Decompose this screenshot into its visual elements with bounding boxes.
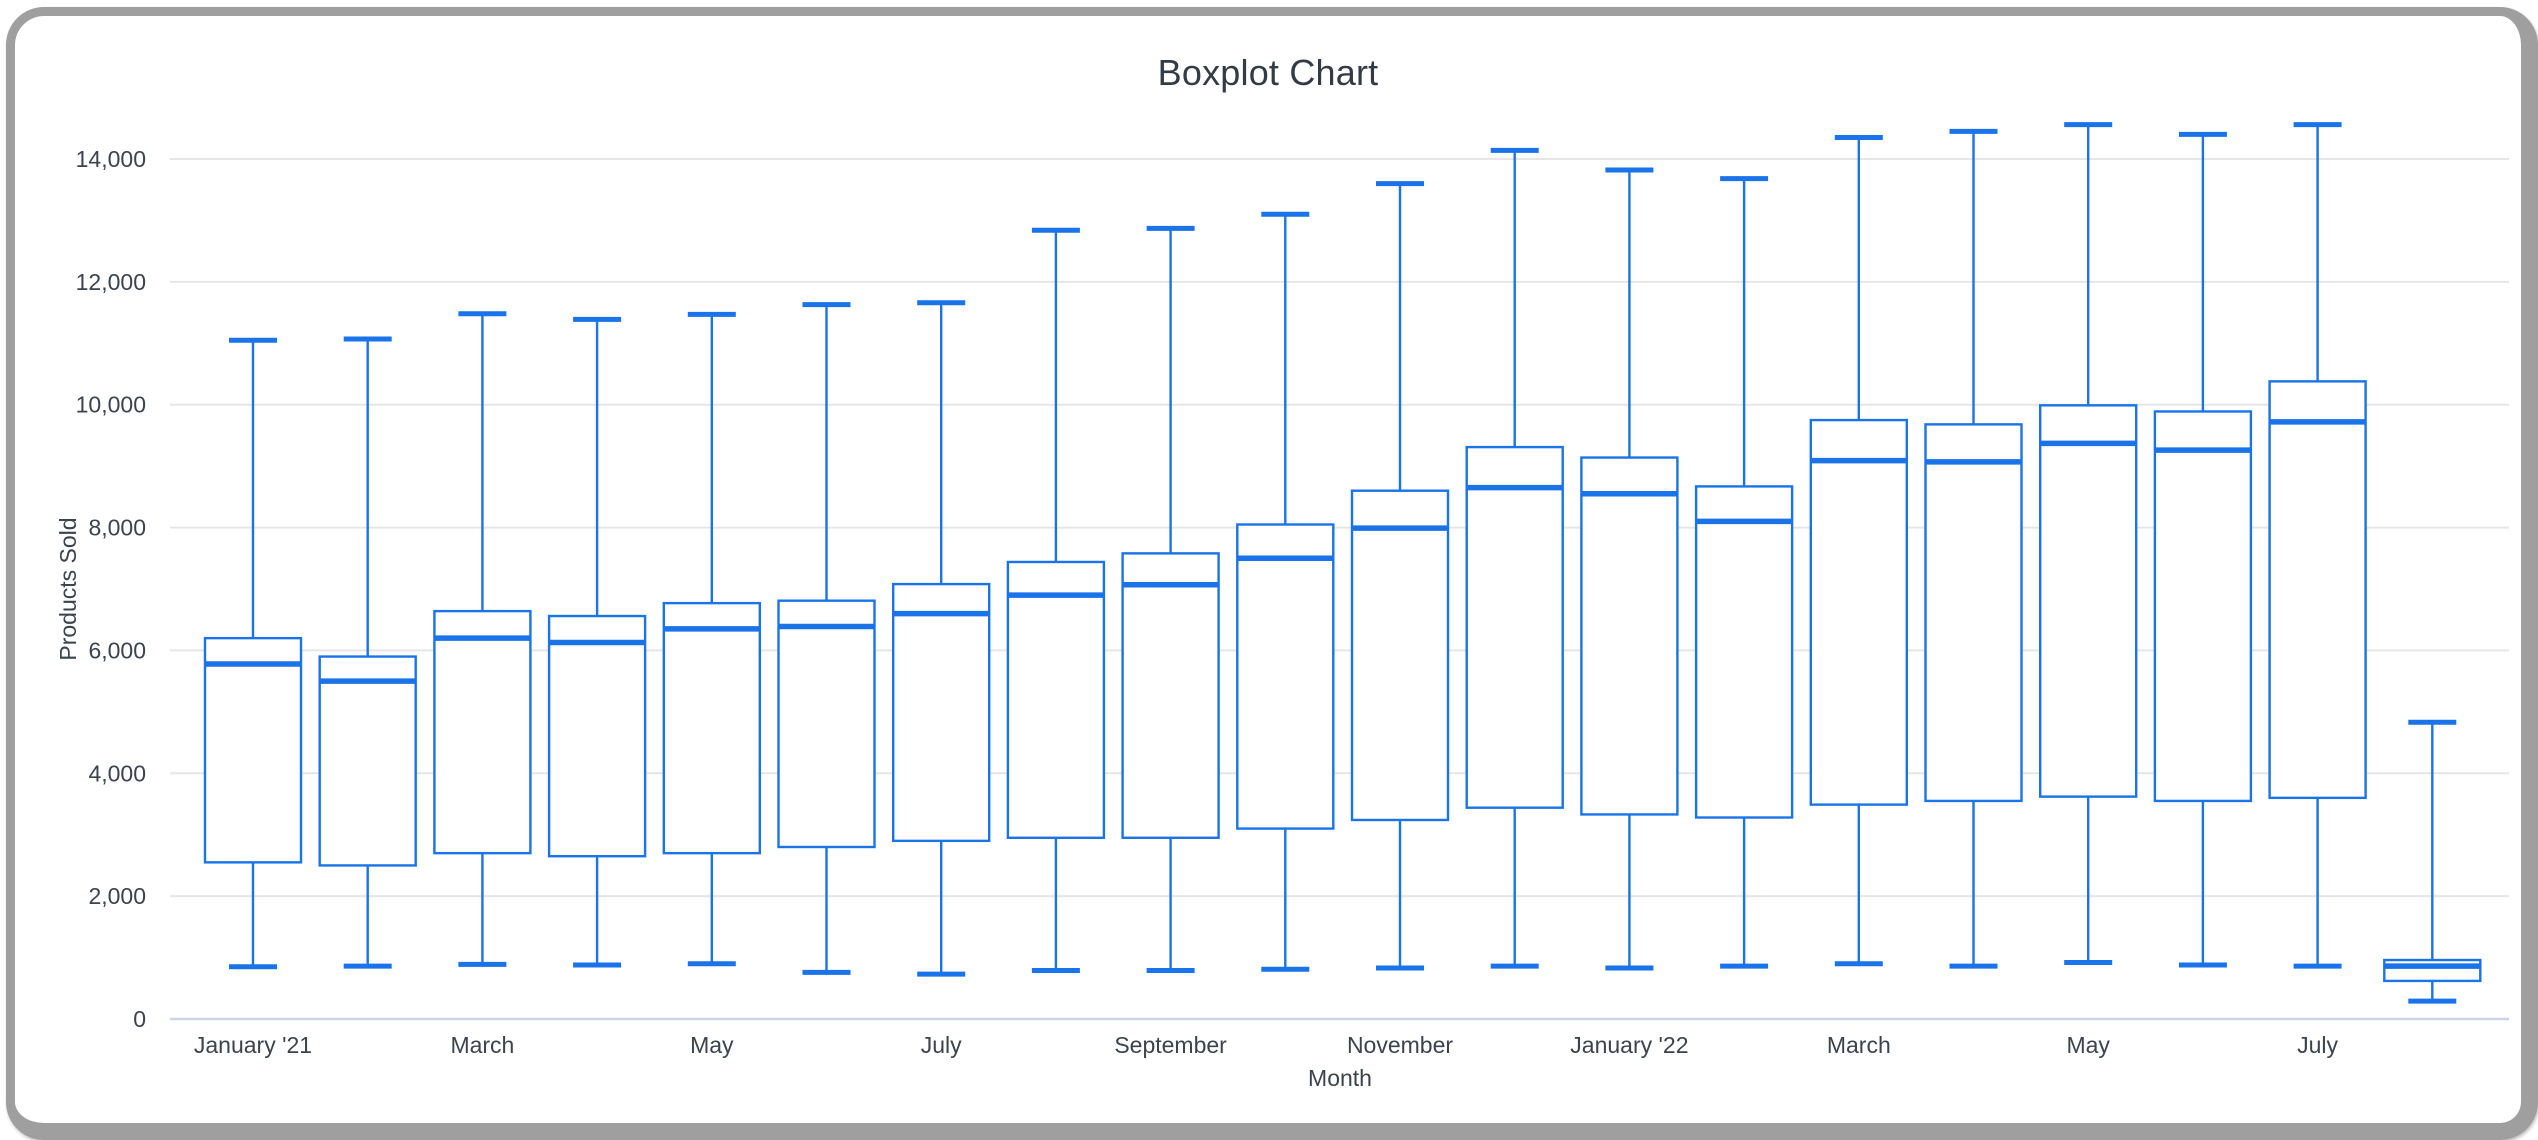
boxplot-4-april-21[interactable] <box>547 316 647 968</box>
y-tick-label-14-000: 14,000 <box>76 146 146 172</box>
iqr-box <box>2153 410 2253 803</box>
y-tick-label-8-000: 8,000 <box>88 515 146 541</box>
boxplot-10-october-21[interactable] <box>1236 211 1335 972</box>
y-tick-label-2-000: 2,000 <box>88 883 146 909</box>
y-axis-title: Products Sold <box>55 517 81 660</box>
boxplot-8-august-21[interactable] <box>1006 227 1106 973</box>
iqr-box <box>203 636 303 864</box>
iqr-box <box>1924 423 2023 803</box>
iqr-box <box>1694 485 1794 819</box>
boxplot-3-march-21[interactable] <box>433 311 532 967</box>
boxplot-13-january-22[interactable] <box>1580 167 1679 971</box>
boxplot-16-april-22[interactable] <box>1924 128 2023 969</box>
iqr-box <box>318 655 417 867</box>
iqr-box <box>1121 552 1220 839</box>
boxplot-14-february-22[interactable] <box>1694 176 1794 969</box>
boxplot-20-august-22[interactable] <box>2383 719 2482 1004</box>
boxplot-12-december-21[interactable] <box>1465 147 1564 969</box>
boxplot-6-june-21[interactable] <box>777 302 876 975</box>
x-tick-label-january-22: January '22 <box>1570 1032 1688 1058</box>
x-tick-label-march: March <box>450 1032 514 1058</box>
boxplot-11-november-21[interactable] <box>1350 181 1450 971</box>
iqr-box <box>662 601 761 855</box>
iqr-box <box>1006 560 1106 839</box>
x-tick-label-may: May <box>2066 1032 2110 1058</box>
boxplot-18-june-22[interactable] <box>2153 131 2253 968</box>
boxplot-7-july-21[interactable] <box>892 300 991 977</box>
y-tick-label-12-000: 12,000 <box>76 269 146 295</box>
boxplot-15-march-22[interactable] <box>1809 135 1909 967</box>
y-tick-label-0: 0 <box>133 1006 146 1032</box>
x-tick-label-july: July <box>2297 1032 2338 1058</box>
iqr-box <box>1580 456 1679 816</box>
boxplot-2-february-21[interactable] <box>318 336 417 969</box>
iqr-box <box>2268 380 2367 800</box>
iqr-box <box>433 609 532 855</box>
iqr-box <box>1236 523 1335 830</box>
iqr-box <box>2038 404 2138 798</box>
x-tick-label-september: September <box>1114 1032 1227 1058</box>
iqr-box <box>1809 418 1909 806</box>
iqr-box <box>777 599 876 849</box>
boxplot-1-january-21[interactable] <box>203 337 303 970</box>
iqr-box <box>547 614 647 858</box>
boxplot-5-may-21[interactable] <box>662 311 761 967</box>
x-tick-label-may: May <box>690 1032 734 1058</box>
x-tick-label-july: July <box>921 1032 962 1058</box>
boxplot-17-may-22[interactable] <box>2038 122 2138 965</box>
iqr-box <box>2383 958 2482 983</box>
y-tick-label-4-000: 4,000 <box>88 760 146 786</box>
boxplot-19-july-22[interactable] <box>2268 122 2367 969</box>
iqr-box <box>1350 489 1450 822</box>
x-axis-title: Month <box>1308 1065 1372 1091</box>
x-tick-label-january-21: January '21 <box>194 1032 312 1058</box>
iqr-box <box>892 582 991 843</box>
x-tick-label-november: November <box>1347 1032 1453 1058</box>
chart-title: Boxplot Chart <box>1157 52 1379 93</box>
y-tick-label-10-000: 10,000 <box>76 392 146 418</box>
boxplot-9-september-21[interactable] <box>1121 225 1220 973</box>
y-tick-label-6-000: 6,000 <box>88 637 146 663</box>
iqr-box <box>1465 445 1564 809</box>
x-tick-label-march: March <box>1827 1032 1891 1058</box>
